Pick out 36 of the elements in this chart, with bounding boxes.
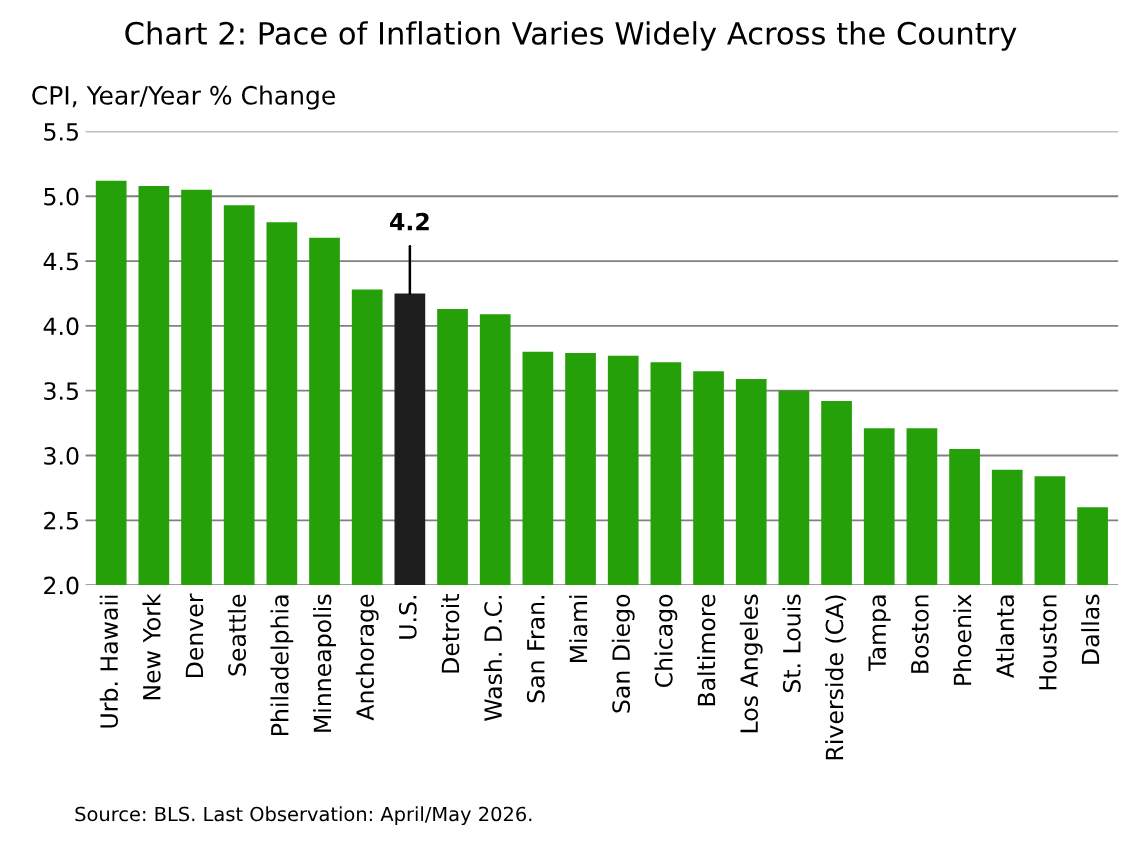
- x-tick-label: San Diego: [611, 594, 635, 713]
- x-tick-label: Seattle: [227, 594, 247, 676]
- x-tick-label: San Fran.: [526, 596, 545, 703]
- x-tick-label: Baltimore: [697, 594, 716, 706]
- chart-title: Chart 2: Pace of Inflation Varies Widely Across the Country: [125, 21, 1017, 51]
- y-tick-label: 2.5: [44, 511, 78, 530]
- x-tick-label: Houston: [1039, 595, 1057, 690]
- y-tick-label: 3.0: [44, 446, 79, 465]
- x-tick-label: Dallas: [1081, 594, 1100, 664]
- y-tick-label: 4.5: [43, 252, 78, 271]
- x-tick-label: Atlanta: [995, 595, 1015, 678]
- x-tick-label: St. Louis: [782, 594, 801, 693]
- y-tick-label: 5.0: [44, 187, 79, 206]
- x-tick-label: Wash. D.C.: [483, 595, 503, 721]
- x-tick-label: Urb. Hawaii: [99, 595, 119, 728]
- x-tick-label: Chicago: [654, 594, 678, 688]
- source-note: Source: BLS. Last Observation: April/May 2026.: [75, 806, 532, 826]
- x-tick-label: U.S.: [398, 596, 417, 639]
- x-tick-label: Detroit: [441, 594, 460, 673]
- x-tick-label: Boston: [911, 595, 929, 673]
- x-tick-label: Miami: [569, 595, 588, 663]
- y-axis-title: CPI, Year/Year % Change: [32, 85, 335, 110]
- y-tick-label: 4.0: [43, 317, 79, 336]
- x-tick-label: Riverside (CA): [825, 595, 847, 760]
- x-tick-label: Los Angeles: [739, 594, 763, 733]
- y-tick-label: 2.0: [44, 576, 79, 595]
- y-tick-label: 3.5: [44, 382, 78, 400]
- x-tick-label: Tampa: [868, 595, 891, 671]
- x-tick-label: Minneapolis: [313, 594, 336, 732]
- x-tick-label: New York: [142, 593, 161, 700]
- x-tick-label: Philadelphia: [270, 595, 294, 735]
- x-tick-label: Denver: [185, 593, 204, 678]
- annotation: 4.2: [390, 212, 429, 231]
- y-tick-label: 5.5: [44, 123, 78, 141]
- x-tick-label: Anchorage: [355, 594, 379, 721]
- x-tick-label: Phoenix: [953, 594, 972, 685]
